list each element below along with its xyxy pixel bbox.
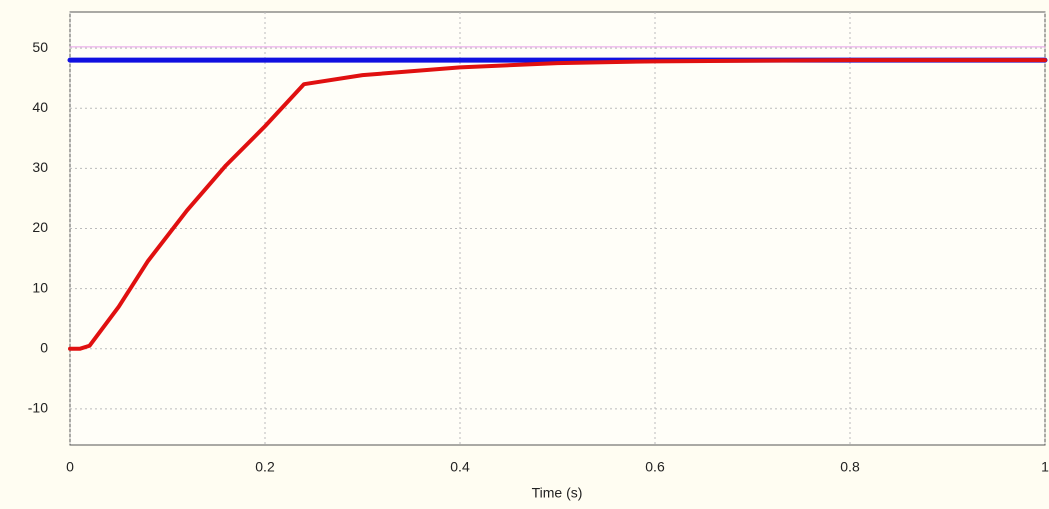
y-tick-label: 50 (32, 39, 48, 55)
y-tick-label: 20 (32, 219, 48, 235)
x-tick-label: 0.6 (645, 459, 665, 475)
x-tick-label: 0.8 (840, 459, 860, 475)
y-tick-label: 30 (32, 159, 48, 175)
x-axis-label: Time (s) (532, 485, 583, 501)
y-tick-label: 10 (32, 279, 48, 295)
x-tick-label: 0.4 (450, 459, 470, 475)
y-tick-label: 0 (40, 339, 48, 355)
y-tick-label: 40 (32, 99, 48, 115)
x-tick-label: 1 (1041, 459, 1049, 475)
y-tick-label: -10 (28, 400, 48, 416)
chart: Time (s) -10 0 10 20 30 40 50 0 0.2 0.4 0.6 0.8 1 (0, 0, 1049, 509)
x-tick-label: 0 (66, 459, 74, 475)
x-tick-label: 0.2 (255, 459, 275, 475)
